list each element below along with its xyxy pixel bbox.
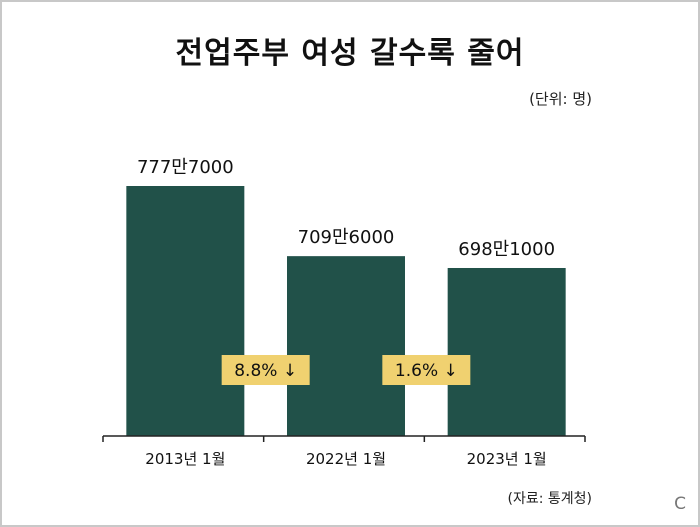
x-tick-label-2: 2023년 1월 xyxy=(467,450,547,468)
source-note: (자료: 통계청) xyxy=(507,491,593,507)
chart-title: 전업주부 여성 갈수록 줄어 xyxy=(175,36,525,71)
change-box-1 xyxy=(382,355,471,385)
change-box-0 xyxy=(221,355,310,385)
bar-1 xyxy=(287,256,405,436)
value-label-1: 709만6000 xyxy=(298,227,395,248)
value-label-2: 698만1000 xyxy=(458,239,555,260)
x-tick-label-0: 2013년 1월 xyxy=(145,450,225,468)
change-label-0: 8.8% ↓ xyxy=(234,361,297,381)
value-label-0: 777만7000 xyxy=(137,157,234,178)
bar-2 xyxy=(447,267,566,436)
bar-0 xyxy=(126,186,245,436)
change-label-1: 1.6% ↓ xyxy=(395,361,458,381)
corner-mark: C xyxy=(674,494,686,514)
unit-note: (단위: 명) xyxy=(529,90,592,108)
x-tick-label-1: 2022년 1월 xyxy=(306,450,386,468)
